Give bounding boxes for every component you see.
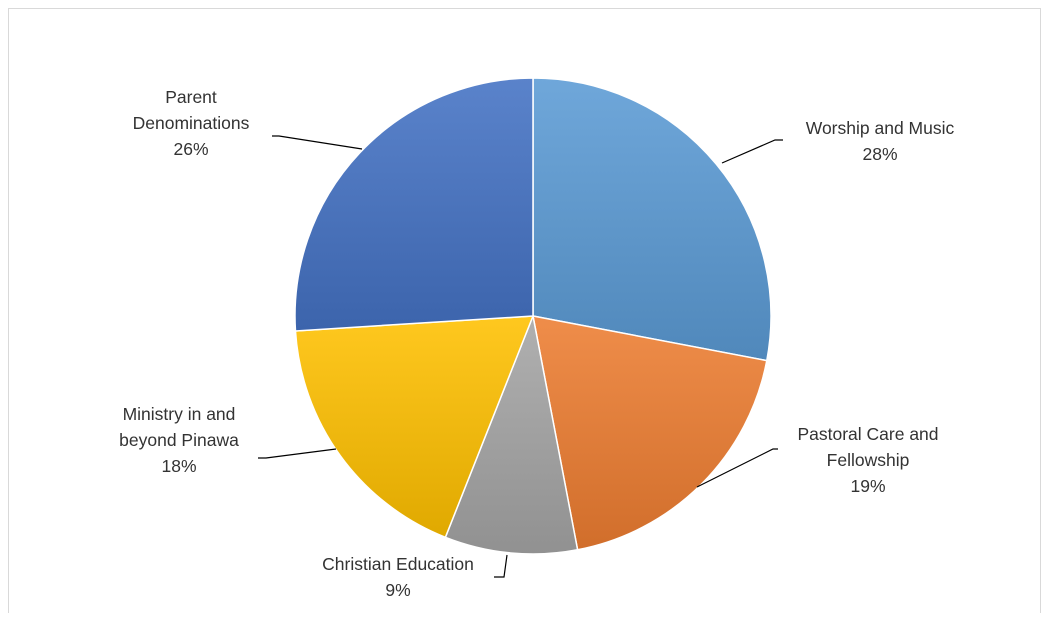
slice-label-line: Fellowship — [827, 450, 910, 470]
slice-label-line: Worship and Music — [806, 118, 955, 138]
slice-percent-label: 9% — [385, 580, 410, 600]
slice-label-line: Pastoral Care and — [797, 424, 938, 444]
slice-percent-label: 18% — [161, 456, 196, 476]
leader-line — [272, 135, 363, 150]
slice-label-line: Christian Education — [322, 554, 474, 574]
pie-slice-ministry-in-and-beyond-pinawa — [294, 315, 535, 539]
slice-label: Pastoral Care and Fellowship 19% — [797, 424, 938, 496]
slice-percent-label: 19% — [850, 476, 885, 496]
slice-label-line: beyond Pinawa — [119, 430, 239, 450]
slice-percent-label: 26% — [173, 139, 208, 159]
leader-line — [721, 139, 783, 164]
leader-line — [258, 448, 337, 459]
slice-label-line: Denominations — [133, 113, 250, 133]
slice-label: Ministry in and beyond Pinawa 18% — [119, 404, 239, 476]
slice-label-line: Ministry in and — [123, 404, 236, 424]
pie-slice-worship-and-music — [532, 77, 772, 362]
chart-area — [8, 8, 1041, 613]
pie-slice-christian-education — [444, 313, 579, 555]
slice-label: Christian Education 9% — [322, 554, 474, 600]
leader-line — [696, 448, 778, 488]
slice-percent-label: 28% — [862, 144, 897, 164]
leader-line — [494, 554, 508, 578]
pie-slice-parent-denominations — [294, 77, 534, 332]
slice-label-line: Parent — [165, 87, 217, 107]
slice-label: Parent Denominations 26% — [133, 87, 250, 159]
slice-label: Worship and Music 28% — [806, 118, 955, 164]
